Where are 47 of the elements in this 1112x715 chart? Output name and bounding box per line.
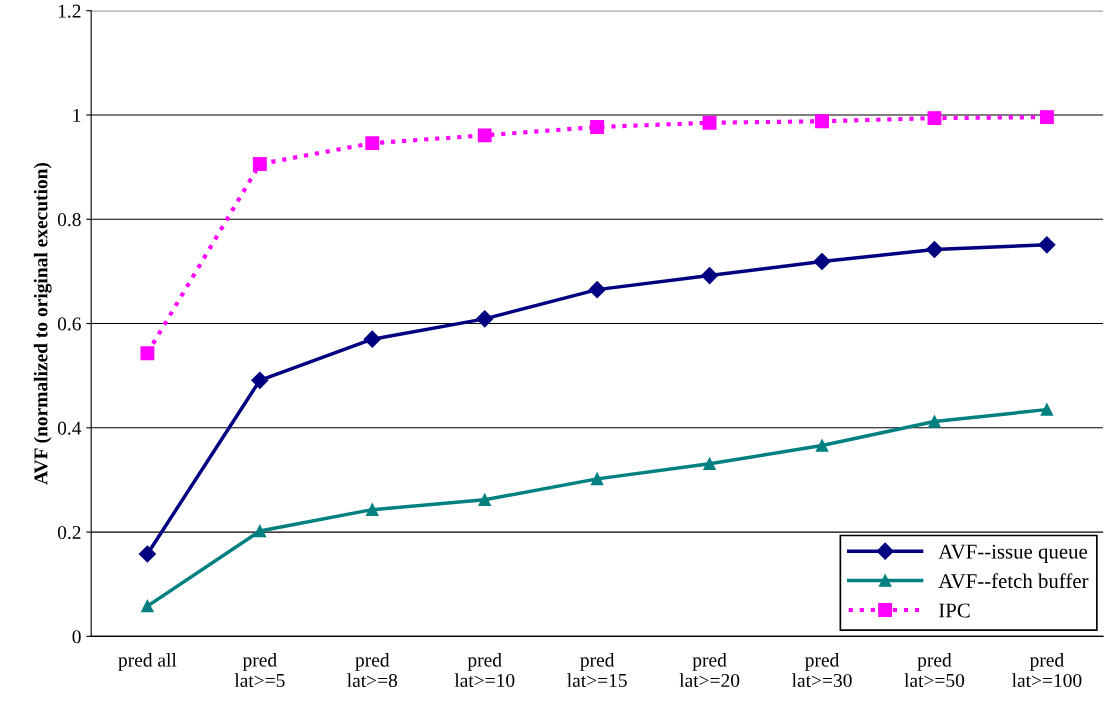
y-tick-label: 0.8	[57, 213, 81, 227]
point	[140, 346, 155, 361]
y-tick-label: 1.2	[58, 4, 81, 18]
legend-label: AVF--issue queue	[938, 544, 1088, 563]
x-tick-label: pred lat>=10	[454, 653, 515, 688]
point	[925, 240, 944, 259]
point	[477, 128, 492, 143]
x-tick-label: pred lat>=100	[1012, 653, 1082, 688]
point	[478, 493, 491, 507]
y-tick-label: 1	[73, 108, 81, 122]
point	[363, 330, 381, 348]
x-tick-label: pred all	[118, 653, 177, 671]
x-tick-label: pred lat>=50	[904, 653, 965, 688]
point	[1038, 236, 1056, 254]
point	[365, 136, 380, 151]
point	[928, 415, 941, 428]
y-tick-label: 0.2	[57, 525, 81, 540]
point	[815, 439, 829, 452]
point	[588, 281, 606, 299]
legend-label: AVF--fetch buffer	[938, 573, 1089, 589]
y-axis-title: AVF (normalized to original execution)	[33, 162, 52, 485]
x-tick-label: pred lat>=15	[567, 653, 627, 688]
y-tick-label: 0.6	[57, 317, 81, 331]
x-tick-label: pred lat>=8	[347, 653, 398, 688]
point	[253, 524, 267, 538]
point	[590, 472, 604, 486]
point	[252, 157, 267, 171]
point	[1039, 110, 1054, 125]
legend-label: IPC	[939, 603, 970, 618]
point	[702, 115, 717, 130]
point	[138, 545, 156, 563]
point	[141, 599, 154, 613]
y-tick-label: 0.4	[57, 421, 82, 435]
point	[701, 267, 719, 285]
y-tick-label: 0	[72, 630, 81, 644]
point	[813, 252, 831, 271]
point	[703, 457, 716, 471]
x-tick-label: pred lat>=30	[792, 653, 852, 688]
x-tick-label: pred lat>=5	[234, 653, 285, 688]
point	[815, 114, 829, 129]
point	[366, 503, 379, 516]
x-tick-label: pred lat>=20	[679, 653, 740, 688]
point	[1040, 403, 1054, 416]
point	[590, 120, 605, 134]
point	[476, 310, 494, 328]
point	[251, 371, 269, 389]
point	[927, 111, 942, 126]
